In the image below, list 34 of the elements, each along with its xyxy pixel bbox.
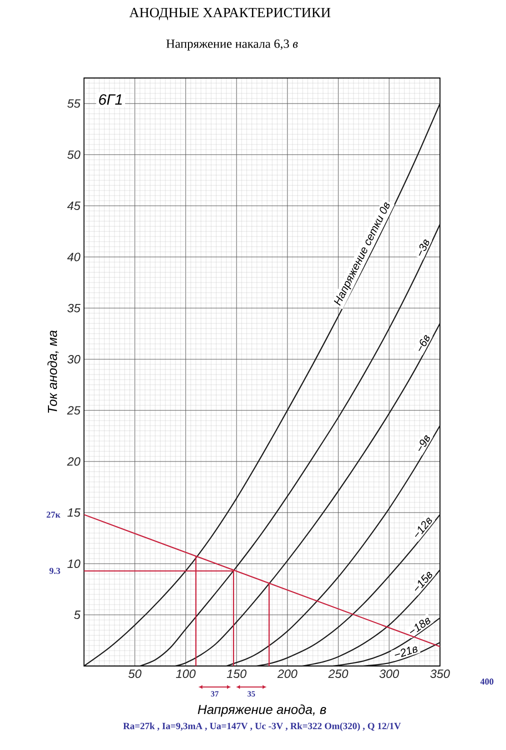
y-tick-label: 10 [67,559,80,568]
text: −3в [418,239,430,256]
text: 400 [480,678,494,685]
x-tick-label: 50 [128,670,142,678]
x-tick-label: 100 [176,670,196,678]
text: −21в [394,646,418,658]
y-tick-label: 55 [67,99,80,108]
y-tick-label: 25 [67,406,80,415]
x-tick-label: 150 [226,670,246,678]
annotation: 6Г1 [99,94,122,105]
annotation: 27к [46,512,60,518]
y-tick-label: 30 [67,354,80,364]
y-tick-label: 5 [74,610,80,620]
x-tick-label: 200 [277,670,298,678]
y-tick-label: 20 [67,457,80,466]
text: −6в [418,335,430,352]
y-axis-title: Ток анода, ма [47,330,59,413]
x-tick-label: 300 [379,670,400,678]
text: −9в [418,435,430,451]
x-tick-label: 250 [328,670,348,678]
y-tick-label: 15 [67,508,80,517]
text: −18в [410,618,430,634]
x-tick-label: 350 [430,670,450,678]
text: 37 [210,691,219,697]
x-axis-title: Напряжение анода, в [198,704,326,717]
text: Ra=27k , Ia=9,3mA , Ua=147V , Uc -3V , Rk=322 Om(320) , Q 12/1V [123,722,401,732]
annotation: 9.3 [49,568,60,574]
text: 35 [248,691,256,697]
y-tick-label: 40 [67,252,80,262]
chart-subtitle: Напряжение накала 6,3 в [166,40,298,50]
y-tick-label: 35 [67,304,80,312]
y-tick-label: 50 [67,150,80,159]
chart-title: АНОДНЫЕ ХАРАКТЕРИСТИКИ [129,8,330,20]
y-tick-label: 45 [67,202,80,210]
